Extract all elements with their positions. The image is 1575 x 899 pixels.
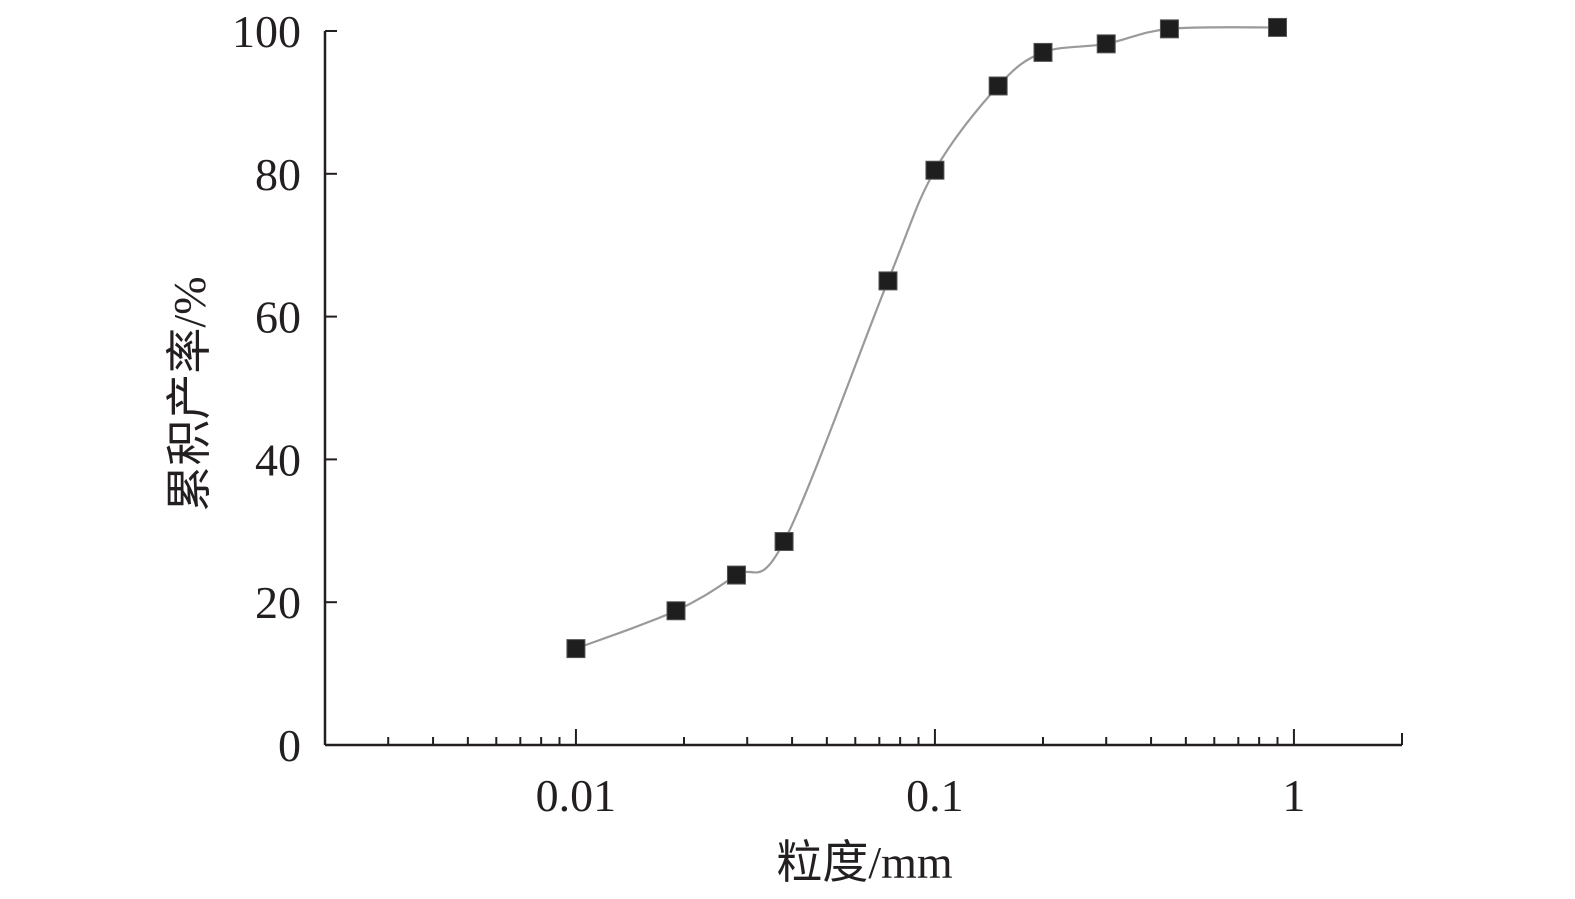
y-ticks: 0 20 40 60 80 100 [232, 6, 337, 771]
y-tick-label: 20 [255, 577, 301, 628]
data-points [566, 17, 1288, 659]
data-point [878, 271, 898, 291]
x-tick-label: 0.1 [906, 770, 964, 821]
y-tick-label: 60 [255, 292, 301, 343]
data-point [666, 601, 686, 621]
series-curve [575, 26, 1278, 650]
y-tick-label: 0 [278, 720, 301, 771]
data-point [1268, 17, 1288, 37]
data-point [988, 76, 1008, 96]
x-axis-label: 粒度/mm [776, 837, 953, 888]
data-point [1096, 34, 1116, 54]
y-axis-label: 累积产率/% [164, 276, 215, 511]
data-point [1033, 42, 1053, 62]
y-tick-label: 40 [255, 434, 301, 485]
x-tick-label: 1 [1282, 770, 1305, 821]
x-minor-ticks [324, 729, 1403, 745]
data-point [566, 639, 586, 659]
data-point [726, 565, 746, 585]
x-tick-label: 0.01 [536, 770, 617, 821]
y-tick-label: 80 [255, 149, 301, 200]
data-point [925, 160, 945, 180]
x-ticks: 0.01 0.1 1 [536, 770, 1306, 821]
axes [323, 31, 1402, 747]
y-tick-label: 100 [232, 6, 301, 57]
data-point [1159, 19, 1179, 39]
data-point [774, 532, 794, 552]
